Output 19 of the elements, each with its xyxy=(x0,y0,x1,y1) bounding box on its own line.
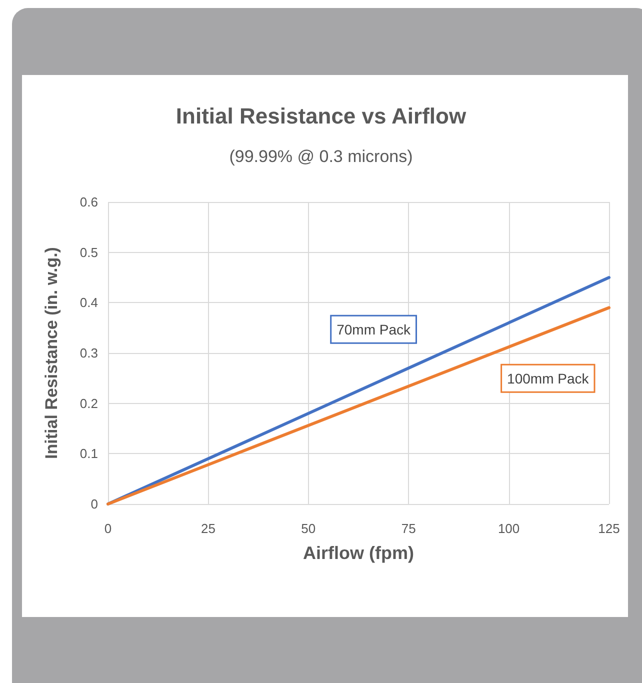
y-tick-label: 0 xyxy=(90,496,98,512)
chart-subtitle: (99.99% @ 0.3 microns) xyxy=(229,147,413,166)
x-tick-label: 0 xyxy=(104,521,112,536)
y-axis-title: Initial Resistance (in. w.g.) xyxy=(42,247,61,459)
series-label: 70mm Pack xyxy=(336,321,412,338)
y-tick-label: 0.6 xyxy=(80,194,98,210)
x-tick-label: 25 xyxy=(200,521,216,536)
x-tick-label: 100 xyxy=(498,521,520,536)
x-tick-label: 125 xyxy=(598,521,620,536)
y-tick-label: 0.4 xyxy=(80,295,98,310)
y-tick-label: 0.3 xyxy=(80,346,98,360)
x-tick-label: 75 xyxy=(401,521,416,536)
chart-title: Initial Resistance vs Airflow xyxy=(176,104,467,128)
y-tick-label: 0.1 xyxy=(80,446,98,462)
x-tick-label: 50 xyxy=(301,521,316,536)
y-tick-label: 0.2 xyxy=(80,396,98,411)
x-axis-title: Airflow (fpm) xyxy=(303,543,414,563)
y-tick-label: 0.5 xyxy=(80,244,98,260)
series-label: 100mm Pack xyxy=(507,370,590,386)
